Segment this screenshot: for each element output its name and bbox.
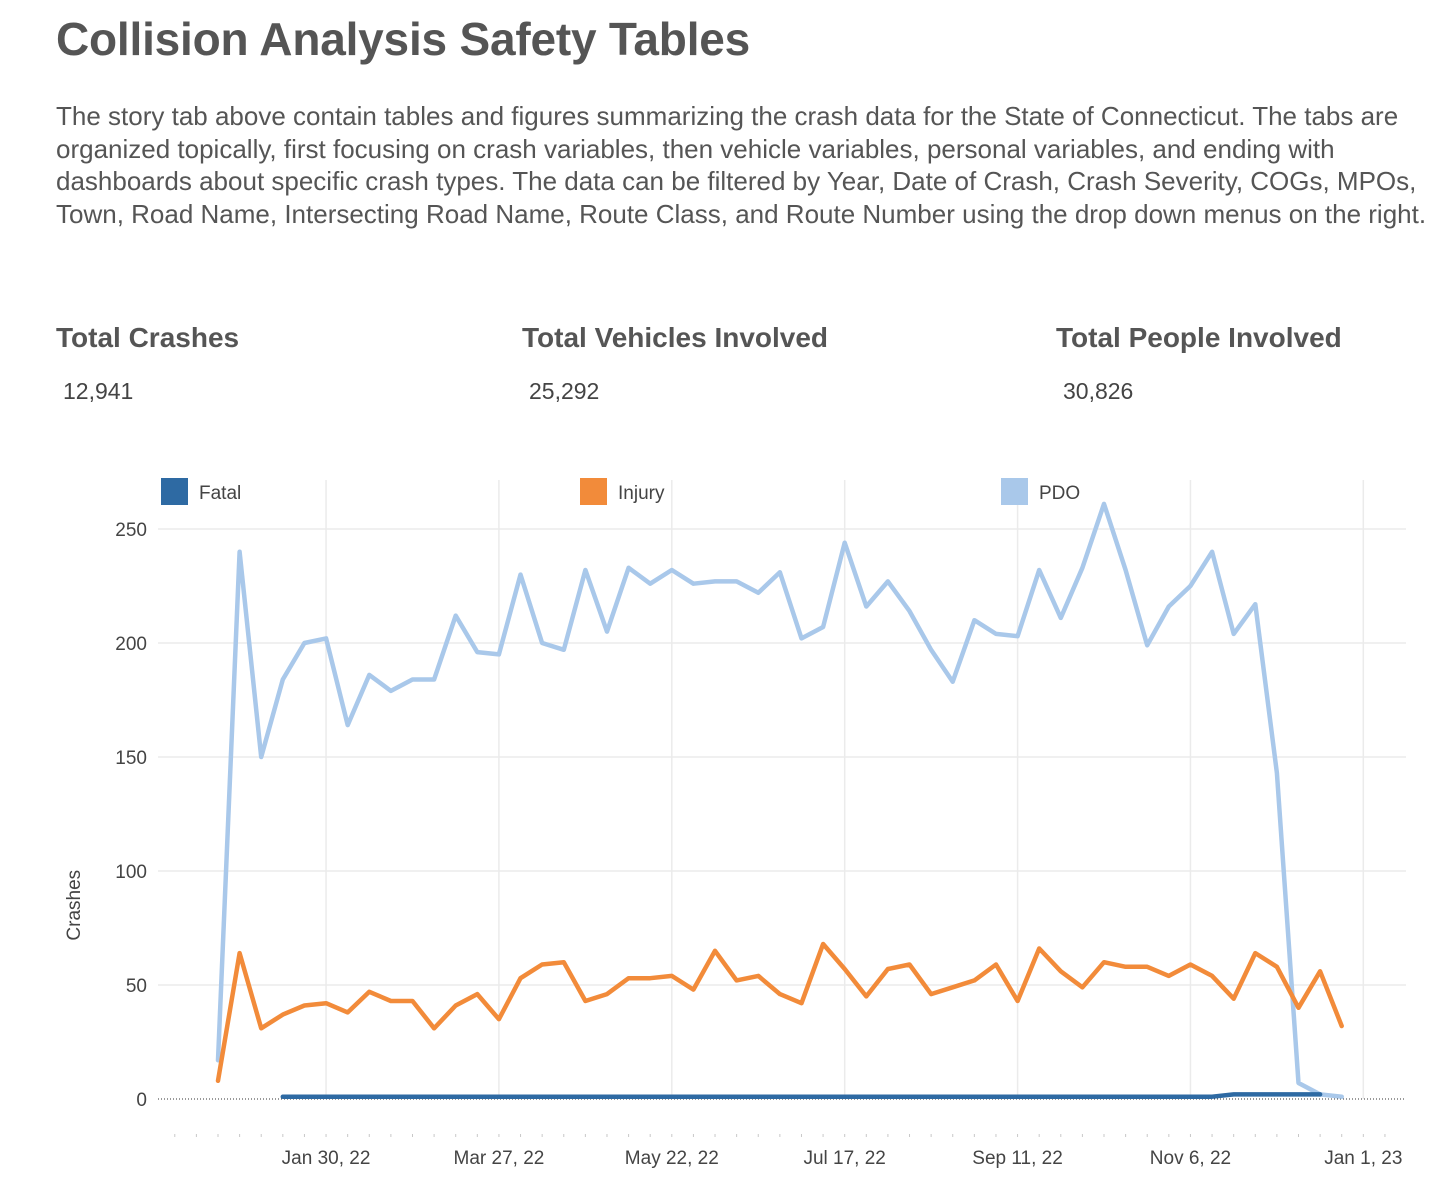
y-tick-label: 0 (136, 1090, 147, 1111)
y-tick-label: 200 (115, 634, 147, 655)
stat-label: Total Crashes (56, 322, 240, 353)
y-axis: 0 50 100 150 200 250 (115, 520, 1406, 1111)
stat-value: 25,292 (529, 378, 600, 404)
series-lines (215, 501, 1344, 1099)
crashes-line-chart: 0 50 100 150 200 250 Jan 30, 22 Mar 27, 22 May … (64, 478, 1406, 1169)
legend-swatch-pdo (1001, 478, 1028, 505)
x-tick-label: Jul 17, 22 (803, 1148, 885, 1169)
stat-total-crashes: Total Crashes 12,941 (56, 322, 239, 405)
page-title: Collision Analysis Safety Tables (56, 13, 751, 65)
x-tick-label: Mar 27, 22 (454, 1148, 545, 1169)
legend-label-fatal: Fatal (199, 483, 241, 504)
legend-swatch-injury (580, 478, 607, 505)
stat-label: Total People Involved (1056, 322, 1342, 353)
legend-label-pdo: PDO (1039, 483, 1080, 504)
x-tick-label: Jan 1, 23 (1324, 1148, 1402, 1169)
stat-label: Total Vehicles Involved (522, 322, 829, 353)
series-line-pdo (215, 501, 1344, 1099)
y-tick-label: 150 (115, 748, 147, 769)
series-line-fatal (280, 1092, 1323, 1099)
x-tick-label: Sep 11, 22 (972, 1148, 1063, 1169)
legend: Fatal Injury PDO (161, 478, 1080, 505)
y-tick-label: 50 (126, 976, 147, 997)
stat-value: 30,826 (1063, 378, 1134, 404)
page-description: The story tab above contain tables and f… (56, 101, 1427, 229)
stat-total-vehicles: Total Vehicles Involved 25,292 (522, 322, 828, 405)
x-tick-label: Nov 6, 22 (1150, 1148, 1231, 1169)
legend-swatch-fatal (161, 478, 188, 505)
series-line-injury (215, 941, 1344, 1084)
y-tick-label: 250 (115, 520, 147, 541)
stat-total-people: Total People Involved 30,826 (1056, 322, 1342, 405)
y-axis-label: Crashes (64, 870, 85, 941)
legend-label-injury: Injury (618, 483, 665, 504)
x-axis: Jan 30, 22 Mar 27, 22 May 22, 22 Jul 17, 22… (174, 1134, 1402, 1169)
x-tick-label: May 22, 22 (625, 1148, 719, 1169)
stat-value: 12,941 (63, 378, 134, 404)
y-tick-label: 100 (115, 862, 147, 883)
x-tick-label: Jan 30, 22 (282, 1148, 371, 1169)
